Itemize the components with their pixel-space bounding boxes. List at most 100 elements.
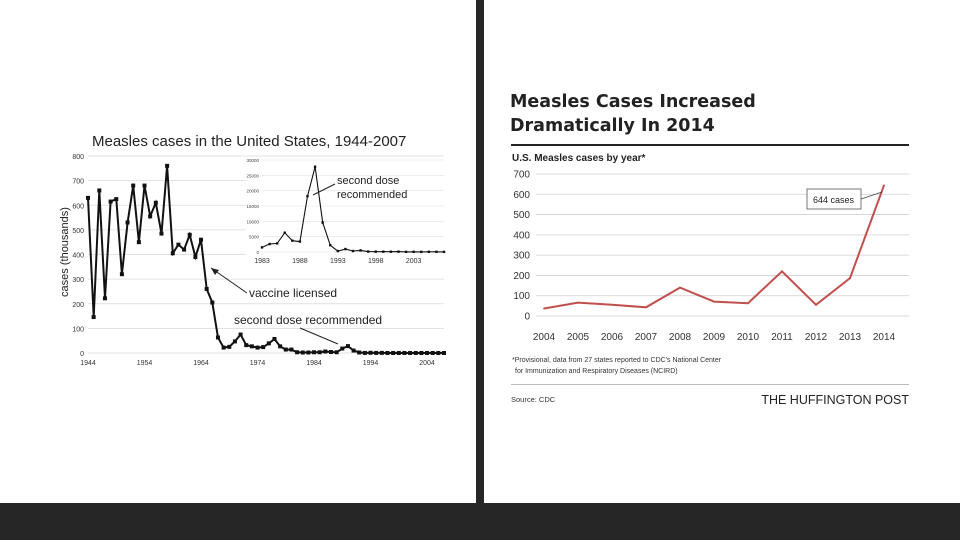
inset-y-tick-label: 10000 [246, 219, 259, 224]
left-x-tick-label: 2004 [419, 360, 435, 367]
inset-y-tick-label: 15000 [246, 204, 259, 209]
left-data-point [340, 346, 345, 351]
bottom-bar [0, 503, 960, 540]
left-data-point [396, 350, 401, 355]
left-data-point [391, 350, 396, 355]
right-y-tick-label: 400 [513, 230, 530, 241]
left-data-point [182, 247, 187, 252]
right-y-tick-label: 600 [513, 190, 530, 201]
inset-annotation-line2: recommended [337, 189, 407, 201]
right-y-tick-label: 300 [513, 251, 530, 262]
right-y-tick-label: 100 [513, 291, 530, 302]
right-chart-panel: Measles Cases Increased Dramatically In … [484, 0, 960, 503]
inset-data-point [389, 250, 393, 253]
left-data-point [436, 350, 441, 355]
left-data-point [249, 344, 254, 349]
right-data-point [781, 270, 783, 273]
left-data-point [204, 286, 209, 291]
left-data-point [199, 237, 204, 242]
left-data-point [232, 339, 237, 344]
inset-x-tick-label: 1993 [330, 258, 346, 265]
left-data-point [300, 350, 305, 355]
inset-y-tick-label: 20000 [246, 189, 259, 194]
left-data-point [244, 343, 249, 348]
left-data-point [125, 220, 130, 225]
left-data-point [131, 183, 136, 188]
left-data-point [153, 200, 158, 205]
inset-data-point [329, 244, 332, 247]
left-data-point [159, 231, 164, 236]
right-data-point [713, 300, 715, 303]
left-data-point [442, 350, 446, 355]
inset-data-point [427, 250, 431, 253]
inset-data-point [420, 250, 423, 254]
left-data-point [385, 350, 390, 355]
left-data-point [357, 350, 362, 355]
left-x-tick-label: 1994 [363, 360, 379, 367]
left-y-tick-label: 300 [72, 277, 84, 284]
left-data-point [402, 350, 407, 355]
left-chart-title: Measles cases in the United States, 1944… [92, 133, 406, 150]
left-data-point [323, 349, 328, 354]
right-data-point [883, 184, 885, 187]
left-data-point [351, 348, 356, 353]
left-data-point [261, 345, 266, 350]
footer-rule [511, 384, 909, 385]
left-data-point [295, 350, 300, 355]
annotation-second-dose-arrow [299, 327, 339, 345]
left-data-point [176, 242, 181, 247]
left-data-point [114, 197, 119, 202]
left-data-point [283, 347, 288, 352]
inset-y-tick-label: 5000 [249, 235, 260, 240]
left-data-point [86, 195, 90, 200]
left-data-point [227, 344, 232, 349]
left-data-point [221, 345, 226, 350]
inset-data-point [404, 250, 408, 254]
right-headline: Measles Cases Increased Dramatically In … [510, 92, 756, 136]
inset-data-point [412, 250, 415, 254]
inset-data-point [313, 165, 317, 168]
left-data-point [345, 344, 350, 349]
left-chart-panel: Measles cases in the United States, 1944… [0, 0, 476, 503]
inset-data-point [268, 242, 271, 246]
inset-data-point [336, 249, 340, 253]
inset-annotation-line1: second dose [337, 175, 399, 187]
left-data-point [266, 341, 271, 346]
right-data-point [577, 301, 579, 304]
left-data-point [368, 350, 373, 355]
left-x-tick-label: 1984 [306, 360, 322, 367]
left-y-tick-label: 600 [72, 203, 84, 210]
right-y-tick-label: 0 [524, 312, 530, 323]
left-data-point [306, 350, 311, 355]
left-data-point [419, 350, 424, 355]
inset-y-tick-label: 0 [256, 250, 259, 255]
left-data-point [408, 350, 413, 355]
left-data-point [187, 232, 192, 237]
annotation-vaccine-arrowhead [211, 268, 219, 275]
left-y-tick-label: 0 [80, 351, 84, 358]
left-data-point [102, 296, 107, 301]
inset-annotation-arrow [312, 183, 336, 196]
left-x-tick-label: 1964 [193, 360, 209, 367]
right-data-point [645, 306, 647, 309]
left-data-point [210, 300, 215, 305]
right-x-tick-label: 2009 [703, 332, 726, 343]
left-data-point [119, 272, 124, 277]
right-subtitle: U.S. Measles cases by year* [512, 153, 646, 164]
left-data-point [108, 199, 113, 204]
left-data-point [413, 350, 418, 355]
left-y-tick-label: 700 [72, 179, 84, 186]
left-y-tick-label: 400 [72, 253, 84, 260]
right-x-tick-label: 2006 [601, 332, 624, 343]
inset-data-point [435, 250, 438, 254]
right-y-tick-label: 500 [513, 210, 530, 221]
inset-x-tick-label: 1988 [292, 258, 308, 265]
right-x-tick-label: 2007 [635, 332, 658, 343]
inset-data-point [374, 250, 377, 253]
right-x-tick-label: 2013 [839, 332, 862, 343]
left-y-tick-label: 100 [72, 326, 84, 333]
recent-measles-chart: U.S. Measles cases by year* 0 100 200 300 40… [511, 144, 909, 407]
left-data-point [289, 347, 294, 352]
left-data-point [334, 350, 339, 355]
left-data-point [136, 240, 141, 245]
